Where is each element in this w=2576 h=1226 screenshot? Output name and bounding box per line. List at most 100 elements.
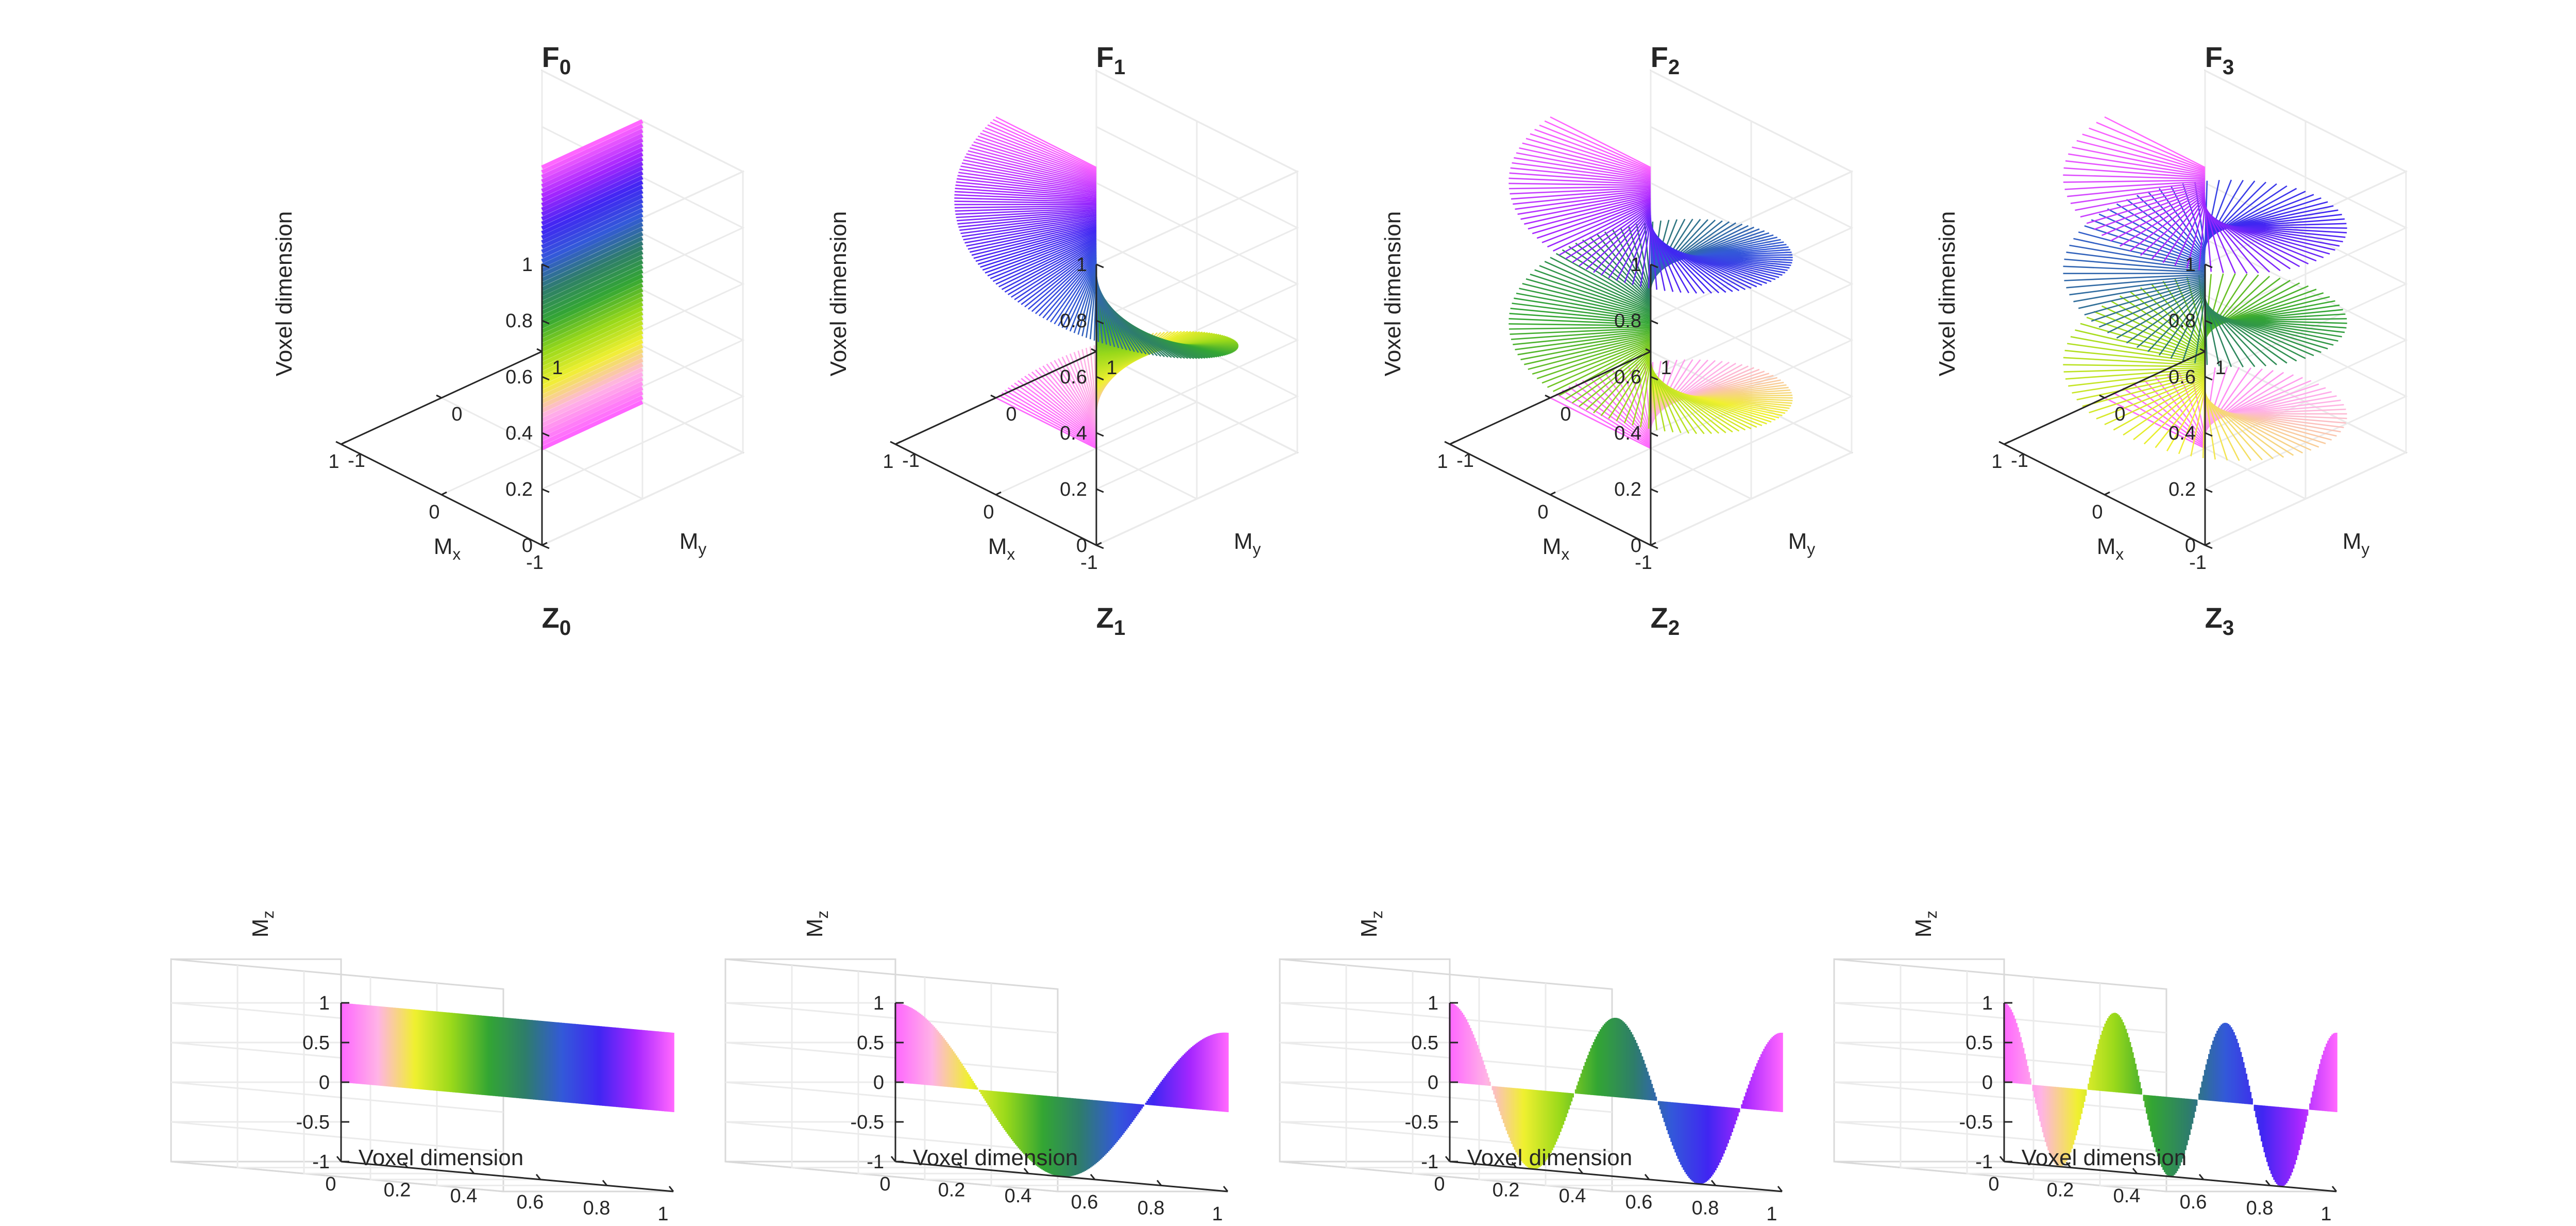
surface-spoke [541,147,643,198]
x-axis-line [1449,1161,1783,1193]
z-tick-mark [541,263,550,268]
panel-title-text: F3 [2205,41,2234,79]
x-axis-label-sub: x [1007,545,1015,563]
surface-spoke [2101,190,2206,236]
surface-spoke [1065,263,1097,330]
z-tick-label: 0.4 [2168,423,2196,444]
surface-spoke [954,194,1097,201]
surface-spoke [2170,292,2206,359]
surface-spoke [1600,352,1652,416]
surface-spoke [1616,214,1652,281]
surface-spoke [541,353,643,404]
surface-spoke [541,348,643,399]
surface-spoke [2205,395,2263,461]
surface-spoke [1585,209,1651,270]
surface-spoke [1520,193,1651,220]
z-tick-label: 0.6 [1060,366,1087,388]
surface-spoke [541,269,643,320]
panel-title-main: F [1651,41,1668,73]
surface-spoke [541,198,643,249]
surface-spoke [1089,346,1097,415]
surface-spoke [2204,203,2212,272]
surface-spoke [2080,323,2206,360]
z-tick-label: 0.6 [1614,366,1641,388]
surface-spoke [1004,241,1097,293]
surface-spoke [1650,226,1690,294]
surface-spoke [1536,198,1651,239]
z-tick-label: 1 [1982,993,1993,1014]
z-tick-label: 1 [522,254,533,276]
grid-line [171,1121,504,1153]
z-tick-label: -1 [1421,1151,1438,1173]
surface-spoke [2116,203,2206,260]
surface-spoke [955,188,1097,199]
surface-spoke [2204,205,2236,274]
surface-spoke [1516,152,1651,179]
surface-spoke [541,372,643,423]
surface-spoke [1526,278,1651,315]
y-axis-label-text: Mz [248,911,277,938]
surface-spoke [1007,387,1097,444]
surface-spoke [982,129,1097,175]
surface-spoke [1528,196,1651,230]
y-axis-label-main: M [1911,919,1936,938]
z-tick-label: -1 [867,1151,884,1173]
y-tick-mark [1091,348,1097,352]
surface-spoke [2069,244,2206,269]
surface-spoke [2069,276,2206,296]
panel-title: Z3 [2205,601,2234,640]
surface-spoke [2068,153,2206,176]
grid-line [1966,971,2137,1174]
surface-spoke [956,210,1097,222]
surface-spoke [2067,343,2206,364]
z-tick-mark [2205,320,2213,325]
surface-spoke [1081,349,1097,418]
x-axis-label: Mx [1543,534,1570,563]
y-axis-label-sub: y [698,540,706,558]
surface-spoke [1509,313,1651,324]
z-tick-label: 0.8 [505,310,533,332]
x-tick-mark [1578,1168,1584,1174]
surface-spoke [2174,199,2206,266]
panel-Z3: -1 -0.5 0 0.5 1 0 0.2 0.4 0.6 0.8 1 Z3 Voxel dimensi… [1833,601,2337,1225]
surface-spoke [1511,188,1651,200]
y-axis-label: Mz [248,911,277,938]
surface-spoke [2204,207,2248,274]
surface-spoke [1061,356,1097,425]
z-tick-label: 0 [1631,535,1641,557]
grid-line [1096,294,1299,490]
surface-spoke [2123,380,2206,436]
surface-spoke [541,306,643,357]
z-tick-label: 1 [1428,993,1438,1014]
surface-spoke [2205,302,2267,367]
surface-spoke [977,228,1097,265]
x-tick-label: 1 [328,451,339,473]
surface-spoke [1555,393,1651,448]
x-tick-label: 0 [879,1173,890,1195]
x-tick-mark [2205,542,2211,546]
z-tick-mark [2205,376,2213,381]
surface-spoke [1057,358,1097,426]
z-tick-label: 0.4 [505,423,533,444]
surface-spoke [954,191,1097,200]
x-tick-label: 0 [429,501,439,523]
surface-spoke [2067,182,2206,197]
panel-title: Z1 [1096,601,1126,640]
x-tick-mark [1650,542,1656,546]
surface-spoke [2076,372,2206,400]
y-tick-mark [890,441,896,445]
y-axis-label-main: M [248,919,273,938]
panel-title-sub: 1 [1114,55,1125,79]
surface-spoke [2089,375,2206,414]
surface-spoke [541,217,643,268]
surface-spoke [1544,261,1651,310]
grid-line [2032,977,2204,1181]
z-tick-mark [1096,544,1104,549]
x-tick-mark [2004,441,2010,445]
surface-spoke [2073,238,2206,268]
surface-spoke [1042,255,1097,318]
surface-spoke [1014,245,1097,300]
surface-spoke [541,334,643,385]
surface-spoke [1509,318,1651,325]
surface-spoke [541,386,643,436]
